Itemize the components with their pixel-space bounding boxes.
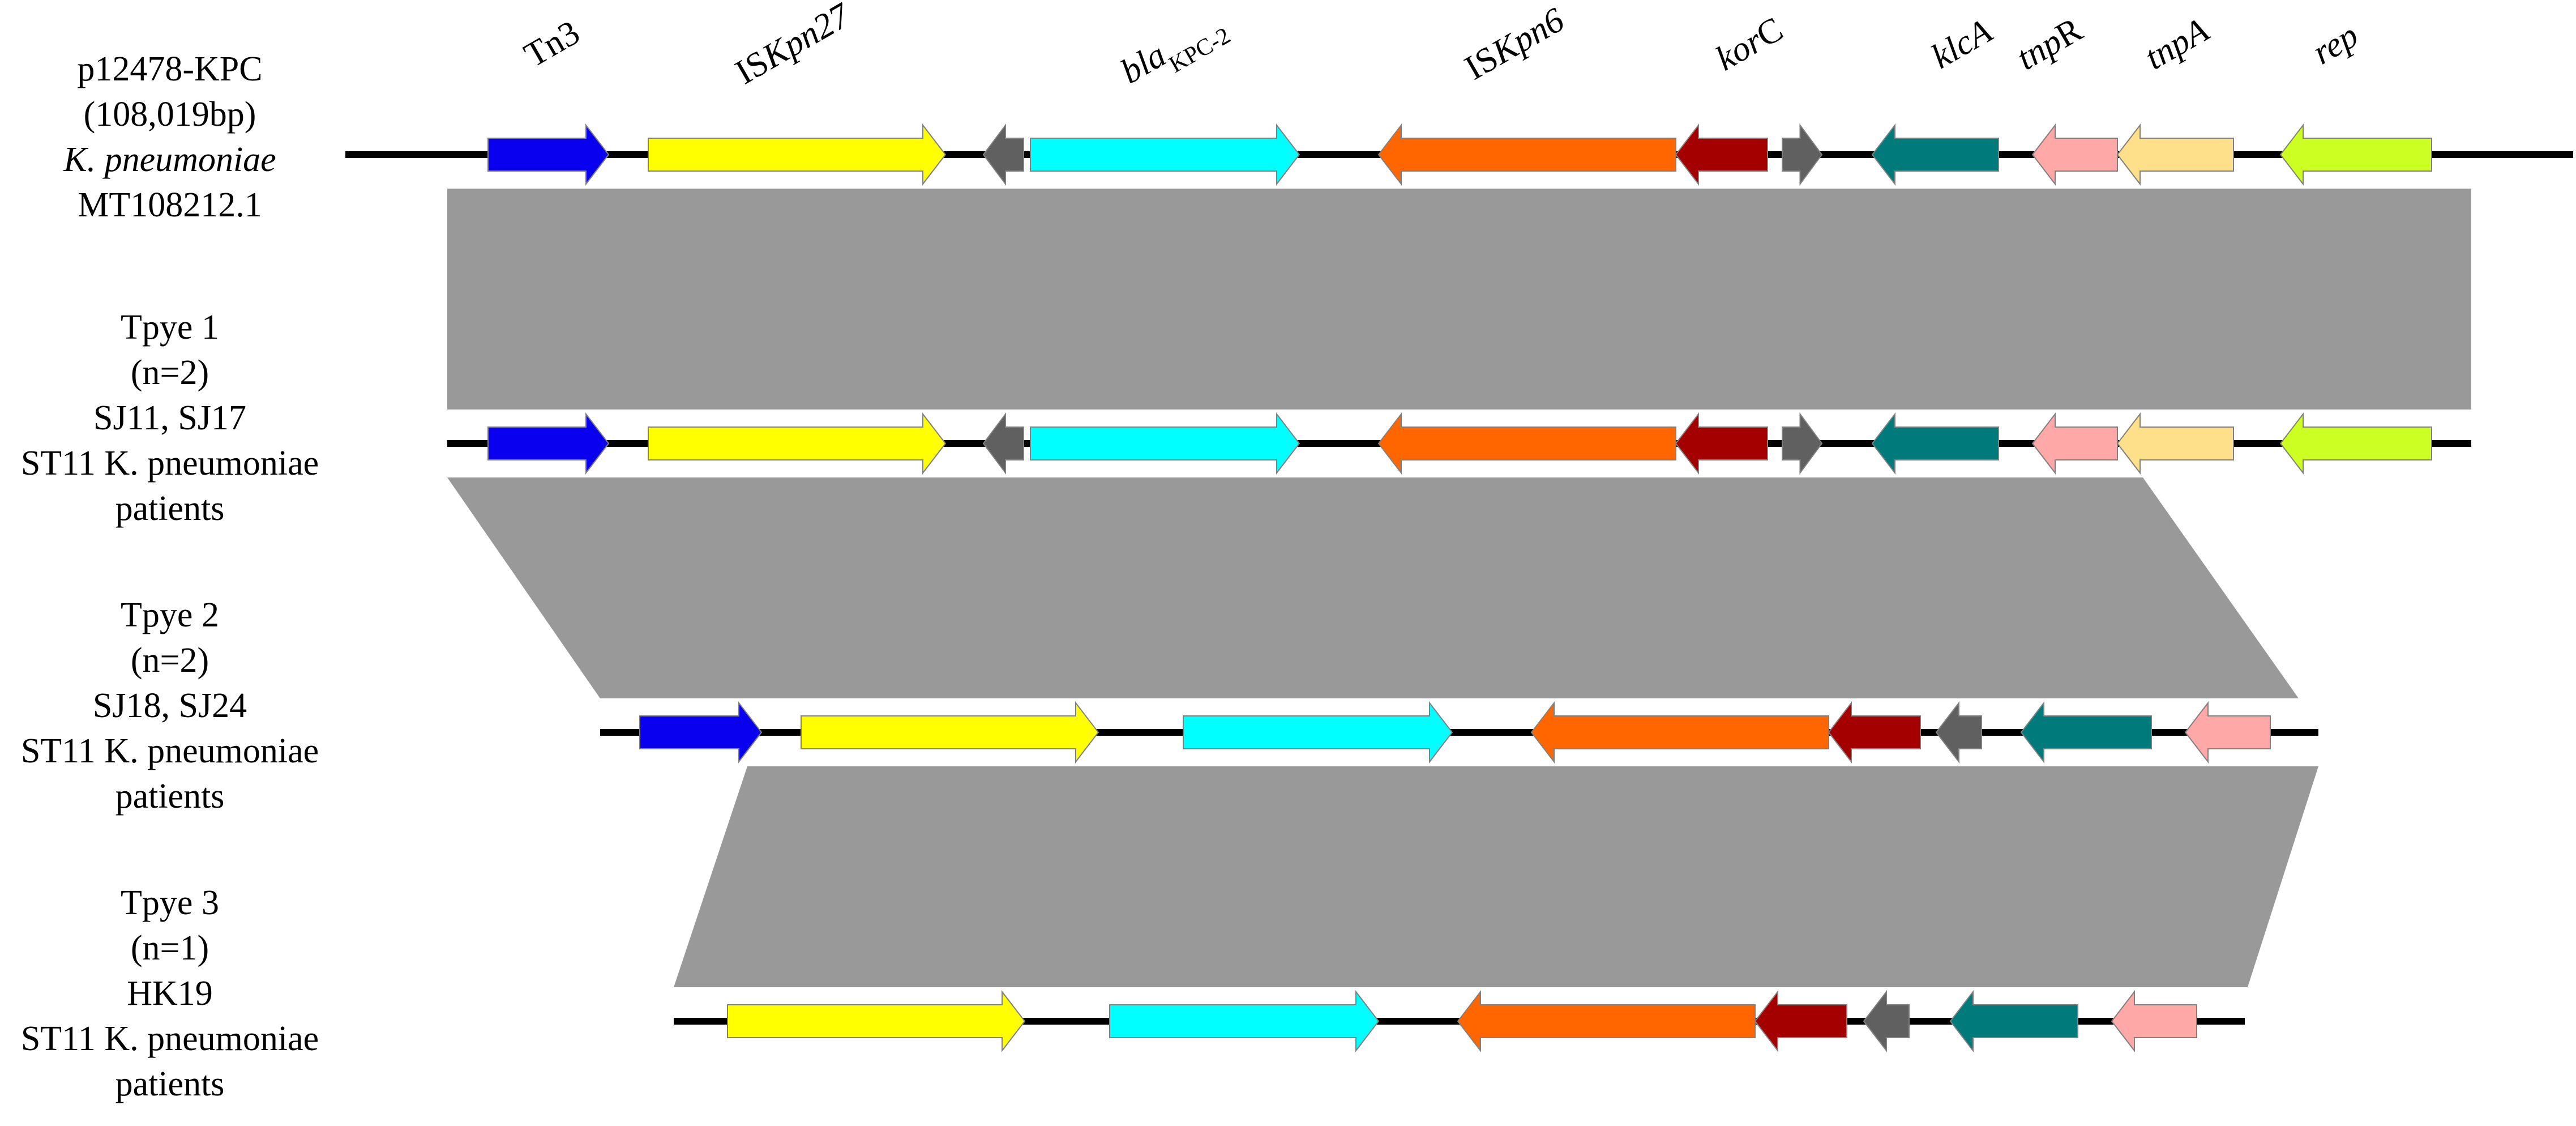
gene-arrow-tn3-ref xyxy=(487,123,610,186)
gene-label-blakpc2: blaKPC-2 xyxy=(1114,2,1235,100)
gene-label-iskpn6: ISKpn6 xyxy=(1458,1,1571,88)
gene-arrow-small-grey-ref xyxy=(982,123,1024,186)
gene-arrow-small-grey-type1 xyxy=(1782,412,1823,475)
row-label-line: (n=2) xyxy=(130,641,209,680)
row-label-line: (n=2) xyxy=(130,353,209,392)
gene-arrow-iskpn6-type3 xyxy=(1457,990,1756,1052)
gene-arrow-klca-type2 xyxy=(2020,701,2152,764)
row-label-line: ST11 K. pneumoniae xyxy=(20,444,319,483)
gene-label-rep: rep xyxy=(2306,16,2365,72)
gene-arrow-iskpn6-ref xyxy=(1377,123,1676,186)
row-label-line: patients xyxy=(115,489,225,528)
gene-arrow-small-grey-type3 xyxy=(1863,990,1910,1052)
gene-label-korc: korC xyxy=(1709,10,1789,78)
gene-arrow-klca-type3 xyxy=(1949,990,2078,1052)
row-label-line: Tpye 2 xyxy=(121,596,219,634)
row-labels: p12478-KPC (108,019bp) K. pneumoniae MT1082… xyxy=(0,0,340,1123)
gene-arrow-blakpc-2-type2 xyxy=(1183,701,1453,764)
gene-label-iskpn27: ISKpn27 xyxy=(729,0,858,92)
row-label-reference: p12478-KPC (108,019bp) K. pneumoniae MT1082… xyxy=(0,46,340,228)
row-label-line: ST11 K. pneumoniae xyxy=(20,732,319,770)
gene-arrow-korc-ref xyxy=(1675,123,1768,186)
row-label-line: patients xyxy=(115,777,225,816)
gene-arrow-korc-type1 xyxy=(1675,412,1768,475)
gene-arrow-blakpc-2-type3 xyxy=(1109,990,1380,1052)
gene-label-tnpa: tnpA xyxy=(2138,10,2215,77)
gene-label-tn3: Tn3 xyxy=(518,13,586,75)
gene-arrow-iskpn6-type1 xyxy=(1377,412,1676,475)
gene-arrow-tn3-type2 xyxy=(639,701,763,764)
gene-label-layer: Tn3 ISKpn27 blaKPC-2 ISKpn6 korC klcA tnpR tnpA… xyxy=(518,0,2365,100)
gene-arrow-iskpn27-type2 xyxy=(801,701,1099,764)
row-label-line: K. pneumoniae xyxy=(63,140,276,179)
row-label-line: ST11 K. pneumoniae xyxy=(20,1020,319,1058)
gene-arrow-korc-type2 xyxy=(1828,701,1921,764)
gene-arrow-tnpr-type1 xyxy=(2031,412,2118,475)
gene-arrow-iskpn6-type2 xyxy=(1530,701,1829,764)
gene-arrow-small-grey-type2 xyxy=(1935,701,1982,764)
gene-arrow-iskpn27-type3 xyxy=(727,990,1026,1052)
row-label-line: Tpye 1 xyxy=(121,308,219,347)
gene-arrow-blakpc-2-type1 xyxy=(1030,412,1300,475)
gene-arrow-iskpn27-ref xyxy=(648,123,947,186)
row-label-line: HK19 xyxy=(127,974,213,1013)
gene-arrow-tnpa-ref xyxy=(2116,123,2234,186)
homology-band-3 xyxy=(674,766,2318,987)
gene-arrow-small-grey-type1 xyxy=(982,412,1024,475)
row-label-type-3: Tpye 3 (n=1) HK19 ST11 K. pneumoniae patient… xyxy=(0,880,340,1107)
row-label-line: SJ11, SJ17 xyxy=(93,399,246,437)
row-label-type-2: Tpye 2 (n=2) SJ18, SJ24 ST11 K. pneumoniae p… xyxy=(0,592,340,819)
gene-arrow-rep-type1 xyxy=(2279,412,2432,475)
gene-label-tnpr: tnpR xyxy=(2010,10,2089,78)
row-label-line: SJ18, SJ24 xyxy=(92,686,247,725)
gene-arrow-rep-ref xyxy=(2279,123,2432,186)
gene-arrow-small-grey-ref xyxy=(1782,123,1823,186)
gene-arrow-tnpr-ref xyxy=(2031,123,2118,186)
row-label-line: (n=1) xyxy=(130,929,209,967)
gene-arrow-iskpn27-type1 xyxy=(648,412,947,475)
gene-arrow-layer xyxy=(487,123,2432,1052)
gene-label-klca: klcA xyxy=(1925,11,1999,76)
gene-arrow-tnpr-type3 xyxy=(2111,990,2197,1052)
row-label-line: Tpye 3 xyxy=(121,884,219,922)
gene-arrow-klca-type1 xyxy=(1871,412,1999,475)
row-label-line: (108,019bp) xyxy=(83,95,256,134)
row-label-line: MT108212.1 xyxy=(78,186,262,224)
gene-arrow-tn3-type1 xyxy=(487,412,610,475)
gene-arrow-tnpa-type1 xyxy=(2116,412,2234,475)
row-label-line: p12478-KPC xyxy=(77,50,263,88)
homology-layer xyxy=(447,189,2471,987)
gene-arrow-klca-ref xyxy=(1871,123,1999,186)
gene-arrow-blakpc-2-ref xyxy=(1030,123,1300,186)
homology-band-2 xyxy=(447,477,2299,698)
row-label-type-1: Tpye 1 (n=2) SJ11, SJ17 ST11 K. pneumoniae p… xyxy=(0,305,340,531)
row-label-line: patients xyxy=(115,1065,225,1103)
homology-band-1 xyxy=(447,189,2471,410)
gene-arrow-korc-type3 xyxy=(1754,990,1847,1052)
gene-arrow-tnpr-type2 xyxy=(2184,701,2271,764)
